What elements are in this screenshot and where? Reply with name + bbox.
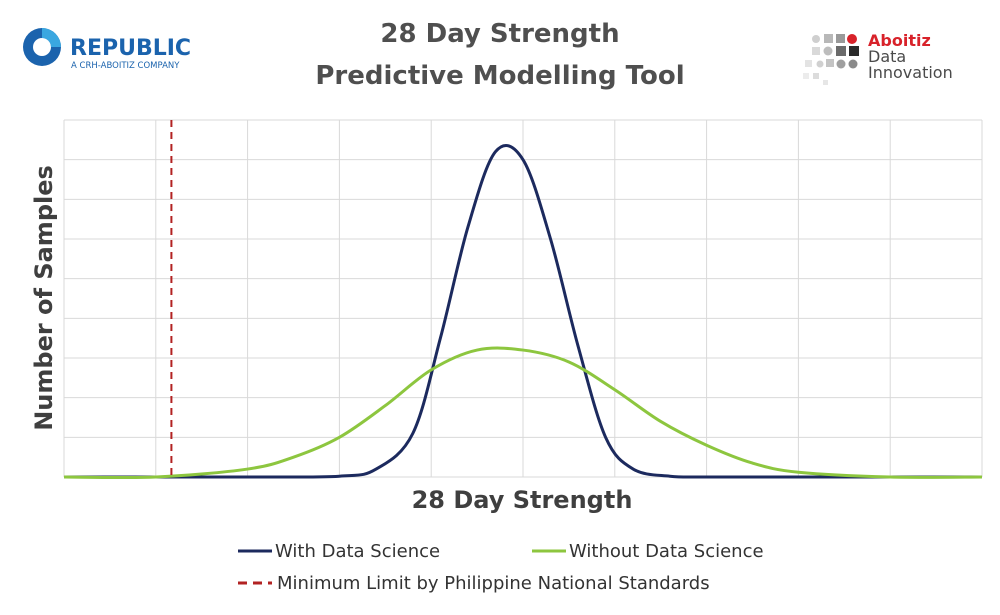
chart-title-line1: 28 Day Strength [380,19,619,49]
aboitiz-logo-line2: Data [868,47,906,66]
chart-title-line2: Predictive Modelling Tool [315,61,684,91]
aboitiz-logo: Aboitiz Data Innovation [803,31,953,85]
legend-label-minimum-limit: Minimum Limit by Philippine National Sta… [277,573,710,594]
y-axis-label: Number of Samples [30,165,58,431]
legend: With Data Science Without Data Science M… [238,541,764,594]
gridlines [63,119,983,478]
series-line-with-data-science [64,143,983,479]
aboitiz-dot-grid-icon [803,34,859,85]
republic-logo: REPUBLIC A CRH-ABOITIZ COMPANY [23,28,191,71]
aboitiz-logo-line1: Aboitiz [868,31,931,50]
series-line-without-data-science [63,346,983,480]
series-lines [63,143,983,480]
republic-logo-tagline: A CRH-ABOITIZ COMPANY [71,61,180,71]
plot-area [63,119,983,480]
republic-logo-name: REPUBLIC [70,36,191,61]
legend-label-with-data-science: With Data Science [275,541,440,562]
x-axis-label: 28 Day Strength [412,486,633,514]
legend-label-without-data-science: Without Data Science [569,541,764,562]
aboitiz-logo-line3: Innovation [868,63,953,82]
